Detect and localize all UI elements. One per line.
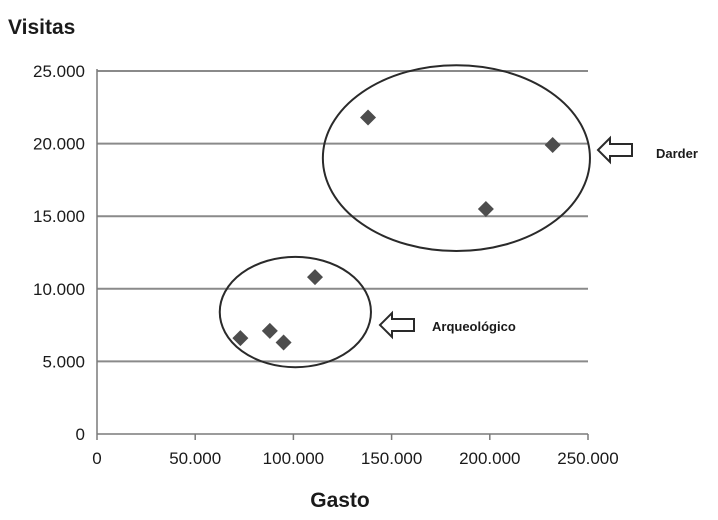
annotation-label-arqueologico: Arqueológico xyxy=(432,319,516,334)
x-axis-title: Gasto xyxy=(310,489,370,512)
data-point-5 xyxy=(360,109,377,126)
y-tick-label-2: 10.000 xyxy=(33,280,85,299)
data-point-7 xyxy=(544,137,561,154)
x-tick-label-3: 150.000 xyxy=(361,449,422,468)
arrow-icon-arqueologico xyxy=(378,310,415,340)
x-tick-label-2: 100.000 xyxy=(263,449,324,468)
y-tick-label-3: 15.000 xyxy=(33,207,85,226)
data-point-3 xyxy=(275,334,292,351)
x-tick-label-5: 250.000 xyxy=(557,449,618,468)
y-axis-title: Visitas xyxy=(8,16,75,39)
y-tick-label-4: 20.000 xyxy=(33,135,85,154)
y-tick-label-1: 5.000 xyxy=(42,352,85,371)
arrow-icon-darder xyxy=(596,135,633,165)
x-tick-label-1: 50.000 xyxy=(169,449,221,468)
annotation-label-darder: Darder xyxy=(656,146,698,161)
y-tick-label-5: 25.000 xyxy=(33,62,85,81)
x-tick-label-4: 200.000 xyxy=(459,449,520,468)
y-tick-label-0: 0 xyxy=(76,425,85,444)
group-ellipse-darder xyxy=(321,64,591,253)
data-point-1 xyxy=(232,330,249,347)
x-tick-label-0: 0 xyxy=(92,449,101,468)
data-point-2 xyxy=(261,322,278,339)
data-point-6 xyxy=(477,200,494,217)
data-point-4 xyxy=(307,269,324,286)
group-ellipse-arqueologico xyxy=(218,255,372,369)
